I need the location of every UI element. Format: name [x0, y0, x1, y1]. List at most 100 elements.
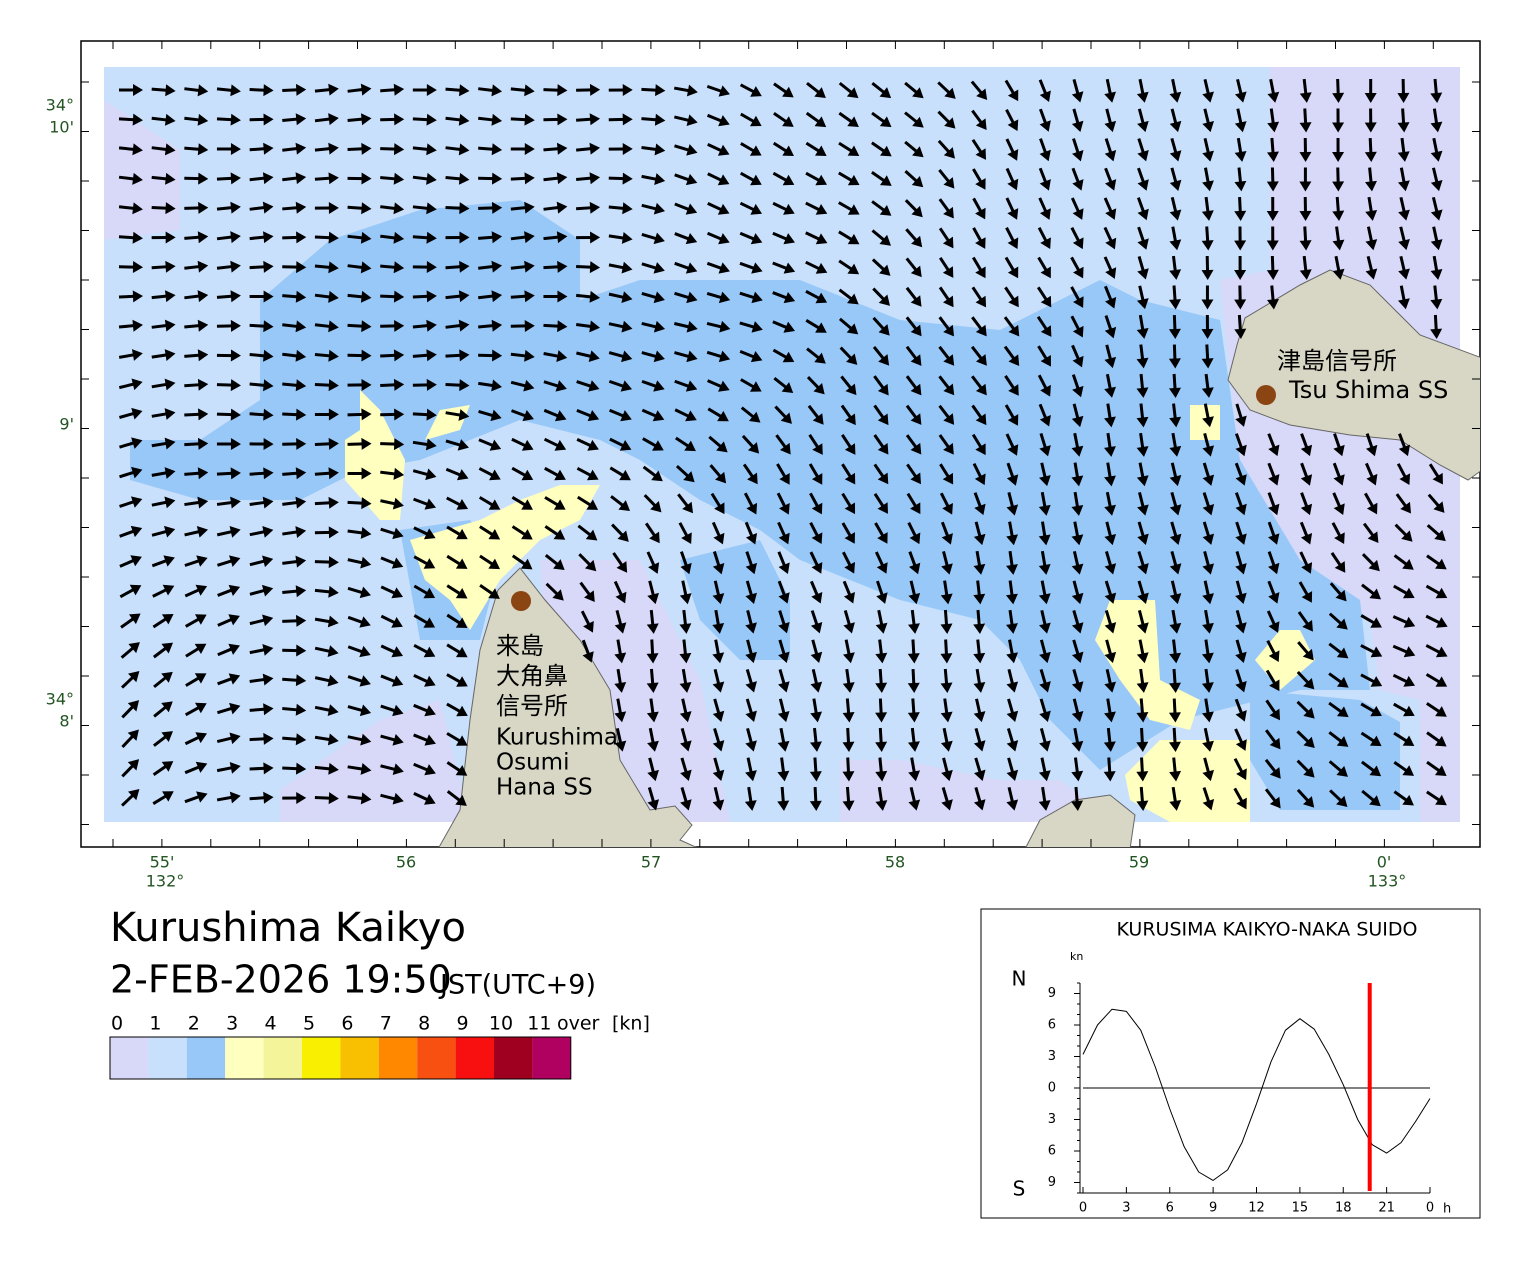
arrow [576, 113, 601, 126]
arrow-head [879, 204, 892, 216]
arrow-head [1397, 92, 1410, 103]
arrow [282, 614, 307, 627]
arrow-shaft [478, 438, 495, 448]
arrow-head [1169, 209, 1182, 221]
arrow [446, 554, 468, 569]
arrow-head [780, 412, 792, 424]
arrow [1430, 255, 1443, 280]
arrow-shaft [1303, 226, 1308, 243]
arrow [674, 350, 698, 363]
arrow [347, 378, 372, 391]
arrow-head [263, 290, 274, 303]
arrow-head [1398, 238, 1410, 251]
arrow-head [745, 710, 757, 722]
arrow-shaft [1073, 491, 1080, 509]
arrow-shaft [1265, 699, 1277, 715]
arrow-shaft [707, 172, 723, 183]
arrow-shaft [1070, 256, 1081, 273]
arrow-shaft [184, 116, 201, 122]
arrow-head [296, 261, 307, 274]
arrow-shaft [1236, 78, 1243, 96]
arrow-head [197, 231, 209, 244]
arrow-head [587, 410, 600, 422]
arrow-head [1072, 355, 1084, 368]
arrow-head [651, 470, 663, 482]
arrow [1071, 491, 1084, 516]
arrow-head [679, 682, 692, 693]
arrow-head [1369, 735, 1382, 747]
arrow [842, 757, 855, 782]
arrow [152, 584, 175, 598]
arrow-shaft [970, 80, 984, 95]
arrow-shaft [576, 438, 593, 448]
arrow-head [393, 290, 405, 303]
arrow [840, 404, 856, 426]
arrow-shaft [1401, 108, 1406, 125]
arrow [842, 551, 856, 574]
arrow-head [809, 771, 822, 782]
arrow-head [393, 467, 405, 480]
arrow-head [812, 443, 823, 455]
arrow [511, 525, 533, 540]
arrow-head [842, 741, 855, 752]
arrow-shaft [810, 610, 819, 627]
arrow-head [1300, 503, 1313, 516]
arrow [1006, 609, 1018, 634]
arrow [446, 613, 468, 629]
arrow [216, 260, 241, 273]
arrow [1005, 197, 1019, 220]
arrow [579, 581, 595, 602]
arrow [1234, 255, 1247, 280]
arrow [712, 551, 725, 575]
arrow [805, 111, 827, 128]
x-tick-label: 18 [1335, 1201, 1352, 1216]
arrow-shaft [446, 554, 462, 566]
arrow-shaft [842, 580, 852, 597]
arrow-shaft [446, 643, 462, 655]
arrow-shaft [813, 757, 818, 774]
arrow-head [1202, 416, 1214, 428]
arrow-head [1335, 589, 1347, 602]
arrow [838, 230, 860, 245]
arrow [1169, 521, 1182, 545]
arrow-head [1169, 269, 1182, 280]
arrow-shaft [1171, 432, 1178, 450]
arrow [578, 553, 597, 572]
arrow-head [907, 741, 920, 752]
arrow [707, 407, 729, 422]
arrow-shaft [445, 467, 462, 477]
arrow-head [553, 559, 565, 571]
arrow [938, 286, 954, 308]
arrow [772, 171, 795, 186]
arrow [347, 467, 372, 480]
arrow-shaft [1003, 316, 1016, 331]
arrow-head [523, 379, 535, 392]
arrow-shaft [380, 704, 397, 713]
arrow-shaft [1105, 491, 1112, 509]
arrow [249, 379, 274, 392]
arrow [282, 733, 307, 746]
arrow-head [263, 142, 274, 155]
arrow-head [1007, 414, 1019, 426]
arrow-shaft [152, 794, 168, 805]
arrow [873, 492, 888, 514]
arrow-head [844, 472, 856, 485]
arrow-head [814, 87, 826, 99]
arrow-head [197, 349, 209, 362]
arrow-head [1007, 178, 1019, 191]
arrow-shaft [674, 379, 691, 389]
arrow [646, 609, 659, 634]
arrow [119, 555, 142, 568]
arrow [1104, 403, 1116, 428]
arrow [412, 143, 437, 156]
arrow-shaft [1267, 580, 1276, 597]
arrow-shaft [1172, 403, 1177, 420]
arrow-head [1402, 765, 1415, 776]
arrow [184, 702, 207, 717]
arrow-shaft [1399, 255, 1406, 273]
arrow-shaft [314, 293, 332, 299]
arrow [1037, 227, 1051, 250]
arrow-head [1008, 384, 1019, 396]
arrow-shaft [1070, 286, 1081, 302]
arrow-head [132, 202, 143, 215]
